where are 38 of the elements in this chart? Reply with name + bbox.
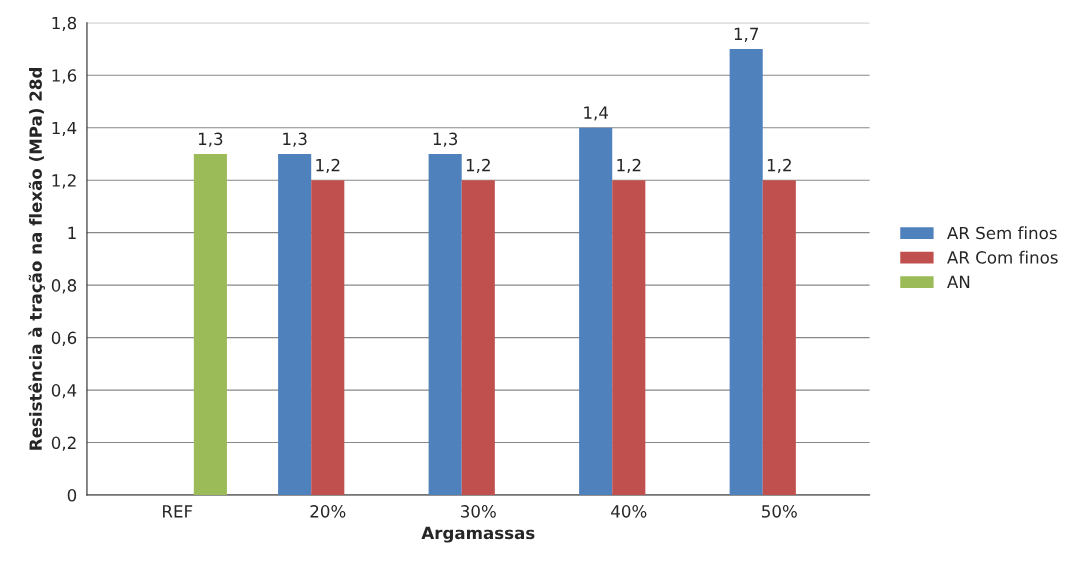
x-axis-title: Argamassas: [421, 526, 535, 543]
y-axis-title: Resistência à tração na flexão (MPa) 28d: [28, 68, 45, 450]
y-tick-label: 0,2: [51, 436, 76, 451]
data-label: 1,2: [316, 158, 340, 174]
y-tick-label: 1,2: [52, 174, 76, 189]
y-tick-label: 1,8: [52, 16, 77, 32]
x-tick-label: 40%: [611, 505, 647, 518]
bar: [428, 153, 462, 496]
bar: [461, 180, 495, 496]
data-label: 1,2: [466, 158, 490, 174]
bar: [278, 153, 312, 496]
y-tick-label: 1: [68, 226, 76, 239]
bar: [193, 153, 227, 496]
legend-label: AR Com finos: [947, 250, 1058, 264]
data-label: 1,7: [734, 27, 759, 42]
data-label: 1,3: [433, 132, 458, 147]
y-tick-label: 0,4: [51, 384, 77, 399]
x-tick-label: 20%: [310, 505, 346, 518]
data-label: 1,3: [283, 132, 307, 147]
x-tick-label: 30%: [461, 505, 496, 518]
bar: [762, 180, 796, 496]
y-tick-label: 0,6: [51, 331, 77, 346]
x-tick-label: 50%: [762, 505, 797, 518]
bar: [612, 180, 646, 496]
x-tick-label: REF: [163, 505, 193, 518]
bar: [729, 49, 763, 496]
legend-label: AN: [947, 275, 970, 288]
y-tick-label: 0: [67, 488, 77, 502]
y-tick-label: 0,8: [51, 279, 77, 294]
y-tick-label: 1,6: [52, 69, 77, 84]
data-label: 1,2: [617, 158, 641, 174]
y-tick-label: 1,4: [52, 121, 77, 136]
data-label: 1,2: [767, 158, 791, 174]
bar: [311, 180, 345, 496]
bar: [579, 127, 613, 496]
data-label: 1,3: [198, 132, 223, 147]
data-label: 1,4: [584, 106, 608, 121]
legend-label: AR Sem finos: [947, 226, 1057, 240]
